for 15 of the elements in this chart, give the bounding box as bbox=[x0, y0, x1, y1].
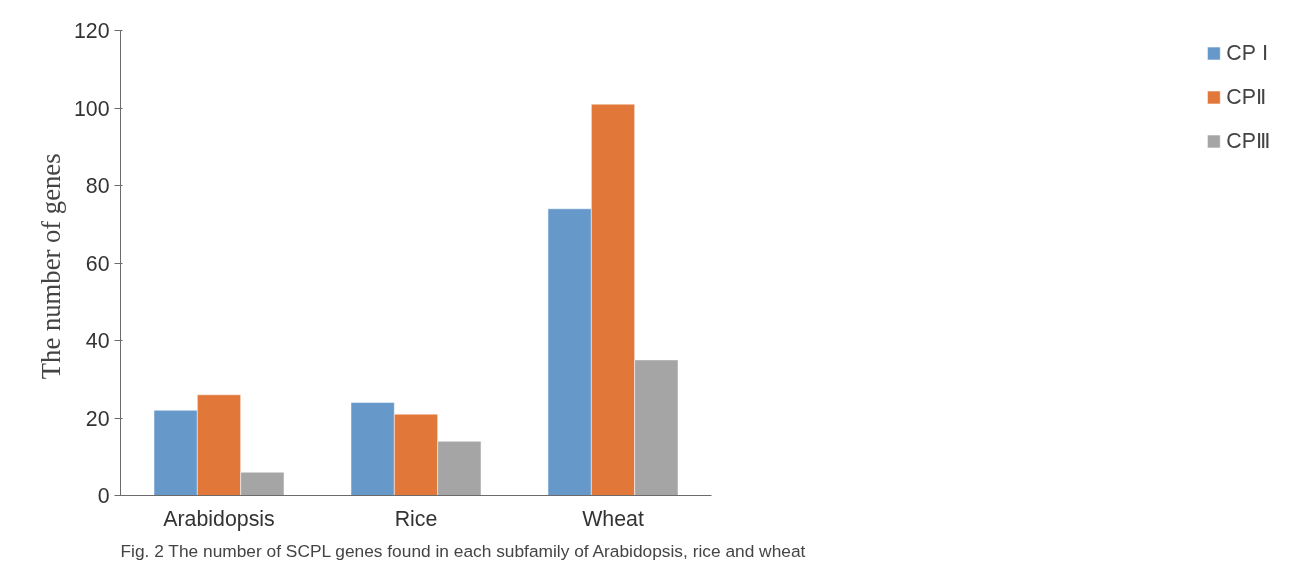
y-tick-label: 60 bbox=[85, 251, 110, 276]
x-tick-label: Wheat bbox=[582, 506, 644, 531]
y-tick-label: 100 bbox=[73, 96, 110, 121]
y-axis-title: The number of genes bbox=[35, 153, 66, 380]
x-tick-label: Arabidopsis bbox=[163, 506, 275, 531]
y-tick-label: 80 bbox=[85, 174, 110, 198]
y-tick-label: 120 bbox=[73, 19, 110, 43]
caption: Fig. 2 The number of SCPL genes found in each subfamily of Arabidopsis, rice and wheat bbox=[120, 540, 806, 561]
y-tick-label: 40 bbox=[85, 329, 110, 353]
x-tick-label: Rice bbox=[394, 506, 438, 531]
legend-label: CPⅢ bbox=[1226, 128, 1270, 154]
legend-label: CP Ⅰ bbox=[1226, 40, 1268, 66]
y-tick-label: 20 bbox=[85, 406, 110, 431]
y-tick-label: 0 bbox=[97, 484, 110, 508]
legend-label: CPⅡ bbox=[1226, 84, 1266, 110]
